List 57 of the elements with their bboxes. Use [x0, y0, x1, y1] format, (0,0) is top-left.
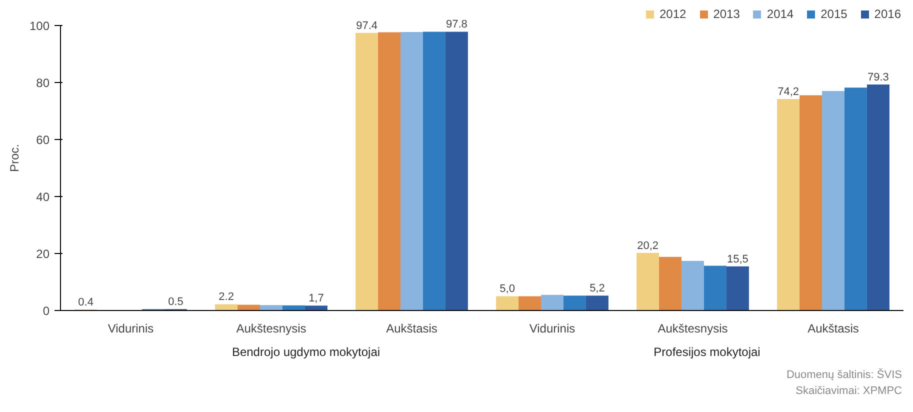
bar: [726, 266, 749, 310]
data-label: 2.2: [218, 291, 234, 304]
bar: [659, 256, 682, 310]
legend-label: 2013: [713, 7, 740, 21]
bar: [422, 32, 446, 310]
data-label: 15,5: [727, 253, 748, 266]
x-tick-label: Vidurinis: [529, 322, 576, 336]
y-tick-label: 0: [42, 304, 50, 318]
bar: [260, 305, 282, 310]
data-label: 97.4: [356, 20, 378, 32]
x-tick-label: Vidurinis: [108, 322, 154, 336]
x-tick-label: Aukštesnysis: [236, 322, 306, 336]
bar: [496, 296, 519, 310]
legend-label: 2014: [766, 7, 794, 21]
x-tick-label: Aukštasis: [808, 322, 859, 336]
y-tick-label: 20: [36, 246, 50, 261]
data-label: 0.4: [78, 296, 94, 308]
text: Duomenų šaltinis: ŠVIS: [786, 369, 902, 381]
y-tick-label: 80: [36, 76, 50, 90]
bar: [215, 304, 238, 310]
legend-label: 2016: [874, 7, 901, 21]
bar: [378, 32, 401, 310]
data-label: 79.3: [868, 71, 889, 84]
bar: [304, 306, 328, 310]
bar: [518, 296, 542, 310]
data-label: 5,2: [590, 282, 605, 295]
y-tick-label: 100: [29, 18, 50, 33]
bar: [866, 84, 890, 310]
text: Skaičiavimai: XPMPC: [796, 385, 902, 397]
bar: [844, 88, 867, 310]
data-label: 74,2: [778, 86, 800, 98]
bar: [822, 91, 844, 310]
legend-label: 2015: [820, 7, 848, 21]
bar: [777, 98, 800, 310]
bar: [356, 32, 378, 310]
x-tick-label: Aukštasis: [386, 322, 438, 336]
data-label: 20,2: [637, 240, 659, 252]
bar: [563, 296, 586, 310]
bar: [541, 294, 564, 310]
y-tick-label: 40: [36, 190, 50, 204]
bar: [400, 32, 423, 310]
y-tick-label: 60: [36, 132, 50, 147]
bar: [445, 32, 468, 310]
bar: [704, 266, 726, 310]
data-label: 0.5: [168, 296, 184, 308]
data-label: 5,0: [500, 283, 515, 296]
data-label: 97.8: [446, 18, 468, 31]
data-label: 1,7: [308, 292, 324, 305]
bar: [586, 296, 608, 310]
bar: [636, 252, 660, 310]
bar: [800, 95, 822, 310]
legend-label: 2012: [659, 7, 686, 21]
y-axis-title: Proc.: [7, 144, 22, 172]
text: Bendrojo ugdymo mokytojai: [230, 345, 382, 359]
text: Profesijos mokytojai: [652, 345, 762, 359]
x-tick-label: Aukštesnysis: [658, 322, 728, 336]
bar: [682, 260, 704, 310]
